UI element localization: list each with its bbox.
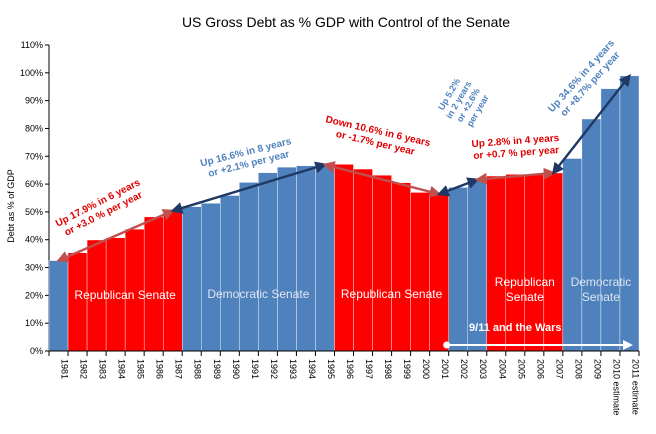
- y-tick-label: 70%: [25, 151, 43, 161]
- x-tick-label: 2005: [516, 359, 526, 379]
- x-tick-label: 1988: [193, 359, 203, 379]
- x-tick-label: 1987: [174, 359, 184, 379]
- x-tick-label: 1982: [79, 359, 89, 379]
- x-tick-label: 2000: [421, 359, 431, 379]
- bar: [239, 182, 259, 352]
- x-tick-label: 1985: [136, 359, 146, 379]
- bar: [315, 164, 335, 352]
- period-label: Republican Senate: [495, 275, 555, 304]
- x-tick-label: 1990: [231, 359, 241, 379]
- x-tick-label: 1981: [60, 359, 70, 379]
- x-tick-label: 2002: [459, 359, 469, 379]
- x-tick-label: 2009: [592, 359, 602, 379]
- x-tick-label: 1984: [117, 359, 127, 379]
- bar: [429, 193, 449, 352]
- bar: [182, 206, 202, 352]
- wars-marker: 9/11 and the Wars: [443, 322, 633, 350]
- period-labels: Republican Senate Democratic Senate Republ…: [74, 275, 631, 304]
- x-tick-label: 2001: [440, 359, 450, 379]
- y-tick-label: 90%: [25, 96, 43, 106]
- bar: [372, 174, 392, 352]
- y-tick-label: 50%: [25, 207, 43, 217]
- y-tick-label: 10%: [25, 318, 43, 328]
- y-axis: 0% 10% 20% 30% 40% 50% 60% 70% 80% 90% 100% 110%: [20, 40, 50, 356]
- x-tick-label: 1997: [364, 359, 374, 379]
- bar: [353, 168, 373, 352]
- x-tick-label: 1991: [250, 359, 260, 379]
- y-axis-label: Debt as % of GDP: [6, 169, 16, 243]
- bar: [391, 182, 411, 352]
- x-tick-label: 1993: [288, 359, 298, 379]
- y-tick-label: 80%: [25, 123, 43, 133]
- x-tick-label: 2007: [554, 359, 564, 379]
- bar: [220, 195, 240, 352]
- bar: [258, 172, 278, 352]
- bar: [562, 158, 583, 352]
- bar: [581, 118, 602, 352]
- x-tick-label: 2003: [478, 359, 488, 379]
- trend-annotation: Down 10.6% in 6 yearsor -1.7% per year: [322, 114, 432, 161]
- trend-arrow: [474, 167, 556, 185]
- period-label: Republican Senate: [74, 288, 176, 302]
- chart-title: US Gross Debt as % GDP with Control of t…: [182, 14, 510, 30]
- y-tick-label: 110%: [21, 40, 43, 50]
- bar: [143, 216, 164, 352]
- wars-label: 9/11 and the Wars: [469, 322, 562, 334]
- y-tick-label: 30%: [25, 263, 43, 273]
- bar: [410, 192, 430, 352]
- trend-annotation: Up 2.8% in 4 yearsor +0.7 % per year: [471, 133, 561, 162]
- x-tick-label: 1995: [326, 359, 336, 379]
- x-tick-label: 1989: [212, 359, 222, 379]
- x-tick-label: 2004: [497, 359, 507, 379]
- y-tick-label: 20%: [25, 290, 43, 300]
- trend-arrow: [436, 177, 480, 197]
- period-label: Democratic Senate: [571, 275, 632, 304]
- x-tick-label: 1983: [98, 359, 108, 379]
- bar: [162, 210, 183, 352]
- x-tick-label: 1994: [307, 359, 317, 379]
- x-tick-label: 2006: [535, 359, 545, 379]
- bar: [619, 75, 640, 352]
- trend-arrow: [56, 209, 175, 263]
- bar: [48, 260, 69, 352]
- x-tick-label: 2008: [573, 359, 583, 379]
- x-axis: 1981 1982 1983 1984 1985 1986 1987 1988 1989 1990…: [48, 350, 640, 416]
- period-label: Democratic Senate: [207, 287, 309, 301]
- x-tick-label: 1996: [345, 359, 355, 379]
- trend-arrow: [551, 73, 631, 175]
- y-tick-label: 0%: [30, 346, 43, 356]
- x-tick-label: 1999: [402, 359, 412, 379]
- trend-arrow: [170, 161, 328, 214]
- x-tick-label: 2010 estimate: [611, 359, 621, 416]
- bar: [334, 164, 354, 352]
- bars-group: [48, 75, 640, 352]
- x-tick-label: 1992: [269, 359, 279, 379]
- bar: [296, 165, 316, 352]
- trend-annotation: Up 5.2%in 2 yearsor +2.6%per year: [434, 74, 492, 131]
- period-label: Republican Senate: [341, 287, 443, 301]
- x-tick-label: 1986: [155, 359, 165, 379]
- x-tick-label: 2011 estimate: [630, 359, 640, 415]
- bar: [201, 203, 221, 352]
- x-tick-label: 1998: [383, 359, 393, 379]
- bar: [277, 166, 297, 352]
- y-tick-label: 100%: [20, 68, 43, 78]
- y-tick-label: 60%: [25, 179, 43, 189]
- trend-arrows: [56, 73, 631, 263]
- y-tick-label: 40%: [25, 235, 43, 245]
- bar: [600, 88, 621, 352]
- trend-arrow: [322, 161, 442, 198]
- bar: [448, 187, 468, 352]
